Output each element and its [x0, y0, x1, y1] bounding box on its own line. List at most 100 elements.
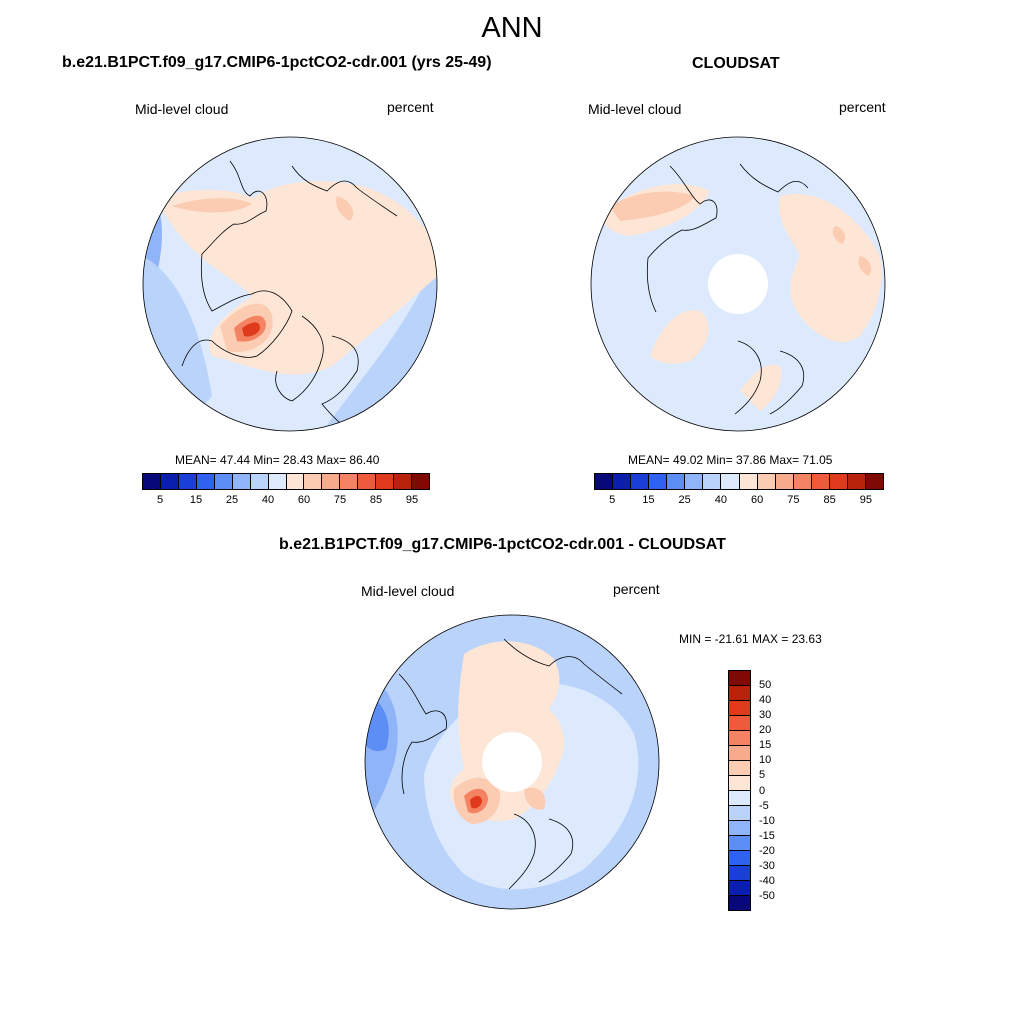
- colorbar-tick-label: 60: [297, 494, 311, 506]
- colorbar-swatch: [394, 474, 413, 489]
- panel1-polar-map: [142, 136, 438, 432]
- panel3-title: b.e21.B1PCT.f09_g17.CMIP6-1pctCO2-cdr.00…: [279, 536, 726, 553]
- colorbar-tick-label: -5: [759, 799, 769, 812]
- colorbar-tick-label: 75: [787, 494, 800, 506]
- panel1-variable-label: Mid-level cloud: [135, 101, 229, 117]
- colorbar-swatch: [595, 474, 614, 489]
- figure-title: ANN: [481, 12, 543, 44]
- colorbar-tick-label: 40: [714, 494, 727, 506]
- colorbar-swatch: [196, 474, 215, 489]
- colorbar-swatch: [729, 746, 750, 761]
- colorbar-swatch: [793, 474, 812, 489]
- colorbar-tick-label: -15: [759, 829, 775, 842]
- colorbar-swatch: [667, 474, 686, 489]
- colorbar-swatch: [729, 791, 750, 806]
- colorbar-swatch: [729, 851, 750, 866]
- colorbar-swatch: [729, 761, 750, 776]
- colorbar-swatch: [729, 836, 750, 851]
- colorbar-tick-label: 15: [759, 739, 772, 752]
- colorbar-swatch: [811, 474, 830, 489]
- colorbar-tick-label: 60: [751, 494, 764, 506]
- colorbar-tick-label: 50: [759, 679, 772, 692]
- colorbar-tick-label: 25: [678, 494, 691, 506]
- colorbar-swatch: [729, 776, 750, 791]
- colorbar-tick-label: 85: [369, 494, 383, 506]
- panel2-units-label: percent: [839, 99, 886, 115]
- colorbar-swatch: [376, 474, 395, 489]
- panel2-colorbar: [594, 473, 884, 490]
- colorbar-tick-label: 10: [759, 754, 772, 767]
- panel3-colorbar: [728, 670, 751, 911]
- colorbar-tick-label: 95: [859, 494, 872, 506]
- panel1-colorbar-ticks: 5 15 25 40 60 75 85 95: [142, 494, 430, 508]
- colorbar-swatch: [757, 474, 776, 489]
- colorbar-swatch: [613, 474, 632, 489]
- colorbar-swatch: [729, 881, 750, 896]
- colorbar-tick-label: -10: [759, 814, 775, 827]
- colorbar-swatch: [729, 701, 750, 716]
- colorbar-tick-label: 75: [333, 494, 347, 506]
- panel3-colorbar-ticks: 50 40 30 20 15 10 5 0 -5 -10 -15 -20 -30 -40 -50: [759, 670, 799, 911]
- colorbar-swatch: [729, 866, 750, 881]
- panel3-variable-label: Mid-level cloud: [361, 583, 455, 599]
- colorbar-swatch: [685, 474, 704, 489]
- colorbar-swatch: [729, 806, 750, 821]
- colorbar-swatch: [729, 686, 750, 701]
- colorbar-tick-label: 95: [405, 494, 419, 506]
- colorbar-tick-label: 40: [759, 694, 772, 707]
- panel3-units-label: percent: [613, 581, 660, 597]
- colorbar-swatch: [649, 474, 668, 489]
- colorbar-swatch: [232, 474, 251, 489]
- colorbar-swatch: [250, 474, 269, 489]
- colorbar-swatch: [160, 474, 179, 489]
- panel3-polar-map: [364, 614, 660, 910]
- colorbar-swatch: [340, 474, 359, 489]
- panel1-units-label: percent: [387, 99, 434, 115]
- colorbar-tick-label: -30: [759, 859, 775, 872]
- colorbar-swatch: [729, 731, 750, 746]
- colorbar-tick-label: -40: [759, 874, 775, 887]
- colorbar-swatch: [865, 474, 883, 489]
- colorbar-swatch: [729, 896, 750, 910]
- colorbar-swatch: [739, 474, 758, 489]
- colorbar-swatch: [214, 474, 233, 489]
- colorbar-swatch: [412, 474, 429, 489]
- colorbar-swatch: [721, 474, 740, 489]
- colorbar-swatch: [631, 474, 650, 489]
- colorbar-tick-label: 40: [261, 494, 275, 506]
- colorbar-tick-label: 5: [759, 769, 766, 782]
- colorbar-swatch: [358, 474, 377, 489]
- colorbar-tick-label: 5: [156, 494, 164, 506]
- panel3-stats: MIN = -21.61 MAX = 23.63: [679, 632, 822, 646]
- panel1-title: b.e21.B1PCT.f09_g17.CMIP6-1pctCO2-cdr.00…: [62, 54, 492, 71]
- colorbar-swatch: [729, 716, 750, 731]
- colorbar-swatch: [703, 474, 722, 489]
- panel2-stats: MEAN= 49.02 Min= 37.86 Max= 71.05: [628, 453, 833, 467]
- panel2-polar-map: [590, 136, 886, 432]
- colorbar-swatch: [178, 474, 197, 489]
- colorbar-swatch: [304, 474, 323, 489]
- colorbar-swatch: [322, 474, 341, 489]
- colorbar-tick-label: 20: [759, 724, 772, 737]
- colorbar-tick-label: 15: [642, 494, 655, 506]
- panel2-variable-label: Mid-level cloud: [588, 101, 682, 117]
- colorbar-tick-label: 5: [609, 494, 616, 506]
- panel1-stats: MEAN= 47.44 Min= 28.43 Max= 86.40: [175, 453, 380, 467]
- colorbar-swatch: [143, 474, 161, 489]
- colorbar-swatch: [286, 474, 305, 489]
- colorbar-swatch: [729, 671, 750, 686]
- colorbar-tick-label: -20: [759, 844, 775, 857]
- colorbar-swatch: [775, 474, 794, 489]
- colorbar-tick-label: 0: [759, 784, 766, 797]
- colorbar-tick-label: -50: [759, 889, 775, 902]
- colorbar-swatch: [268, 474, 287, 489]
- colorbar-tick-label: 30: [759, 709, 772, 722]
- colorbar-swatch: [847, 474, 866, 489]
- colorbar-swatch: [829, 474, 848, 489]
- colorbar-tick-label: 85: [823, 494, 836, 506]
- colorbar-tick-label: 15: [189, 494, 203, 506]
- colorbar-tick-label: 25: [225, 494, 239, 506]
- colorbar-swatch: [729, 821, 750, 836]
- panel1-colorbar: [142, 473, 430, 490]
- panel2-colorbar-ticks: 5 15 25 40 60 75 85 95: [594, 494, 884, 508]
